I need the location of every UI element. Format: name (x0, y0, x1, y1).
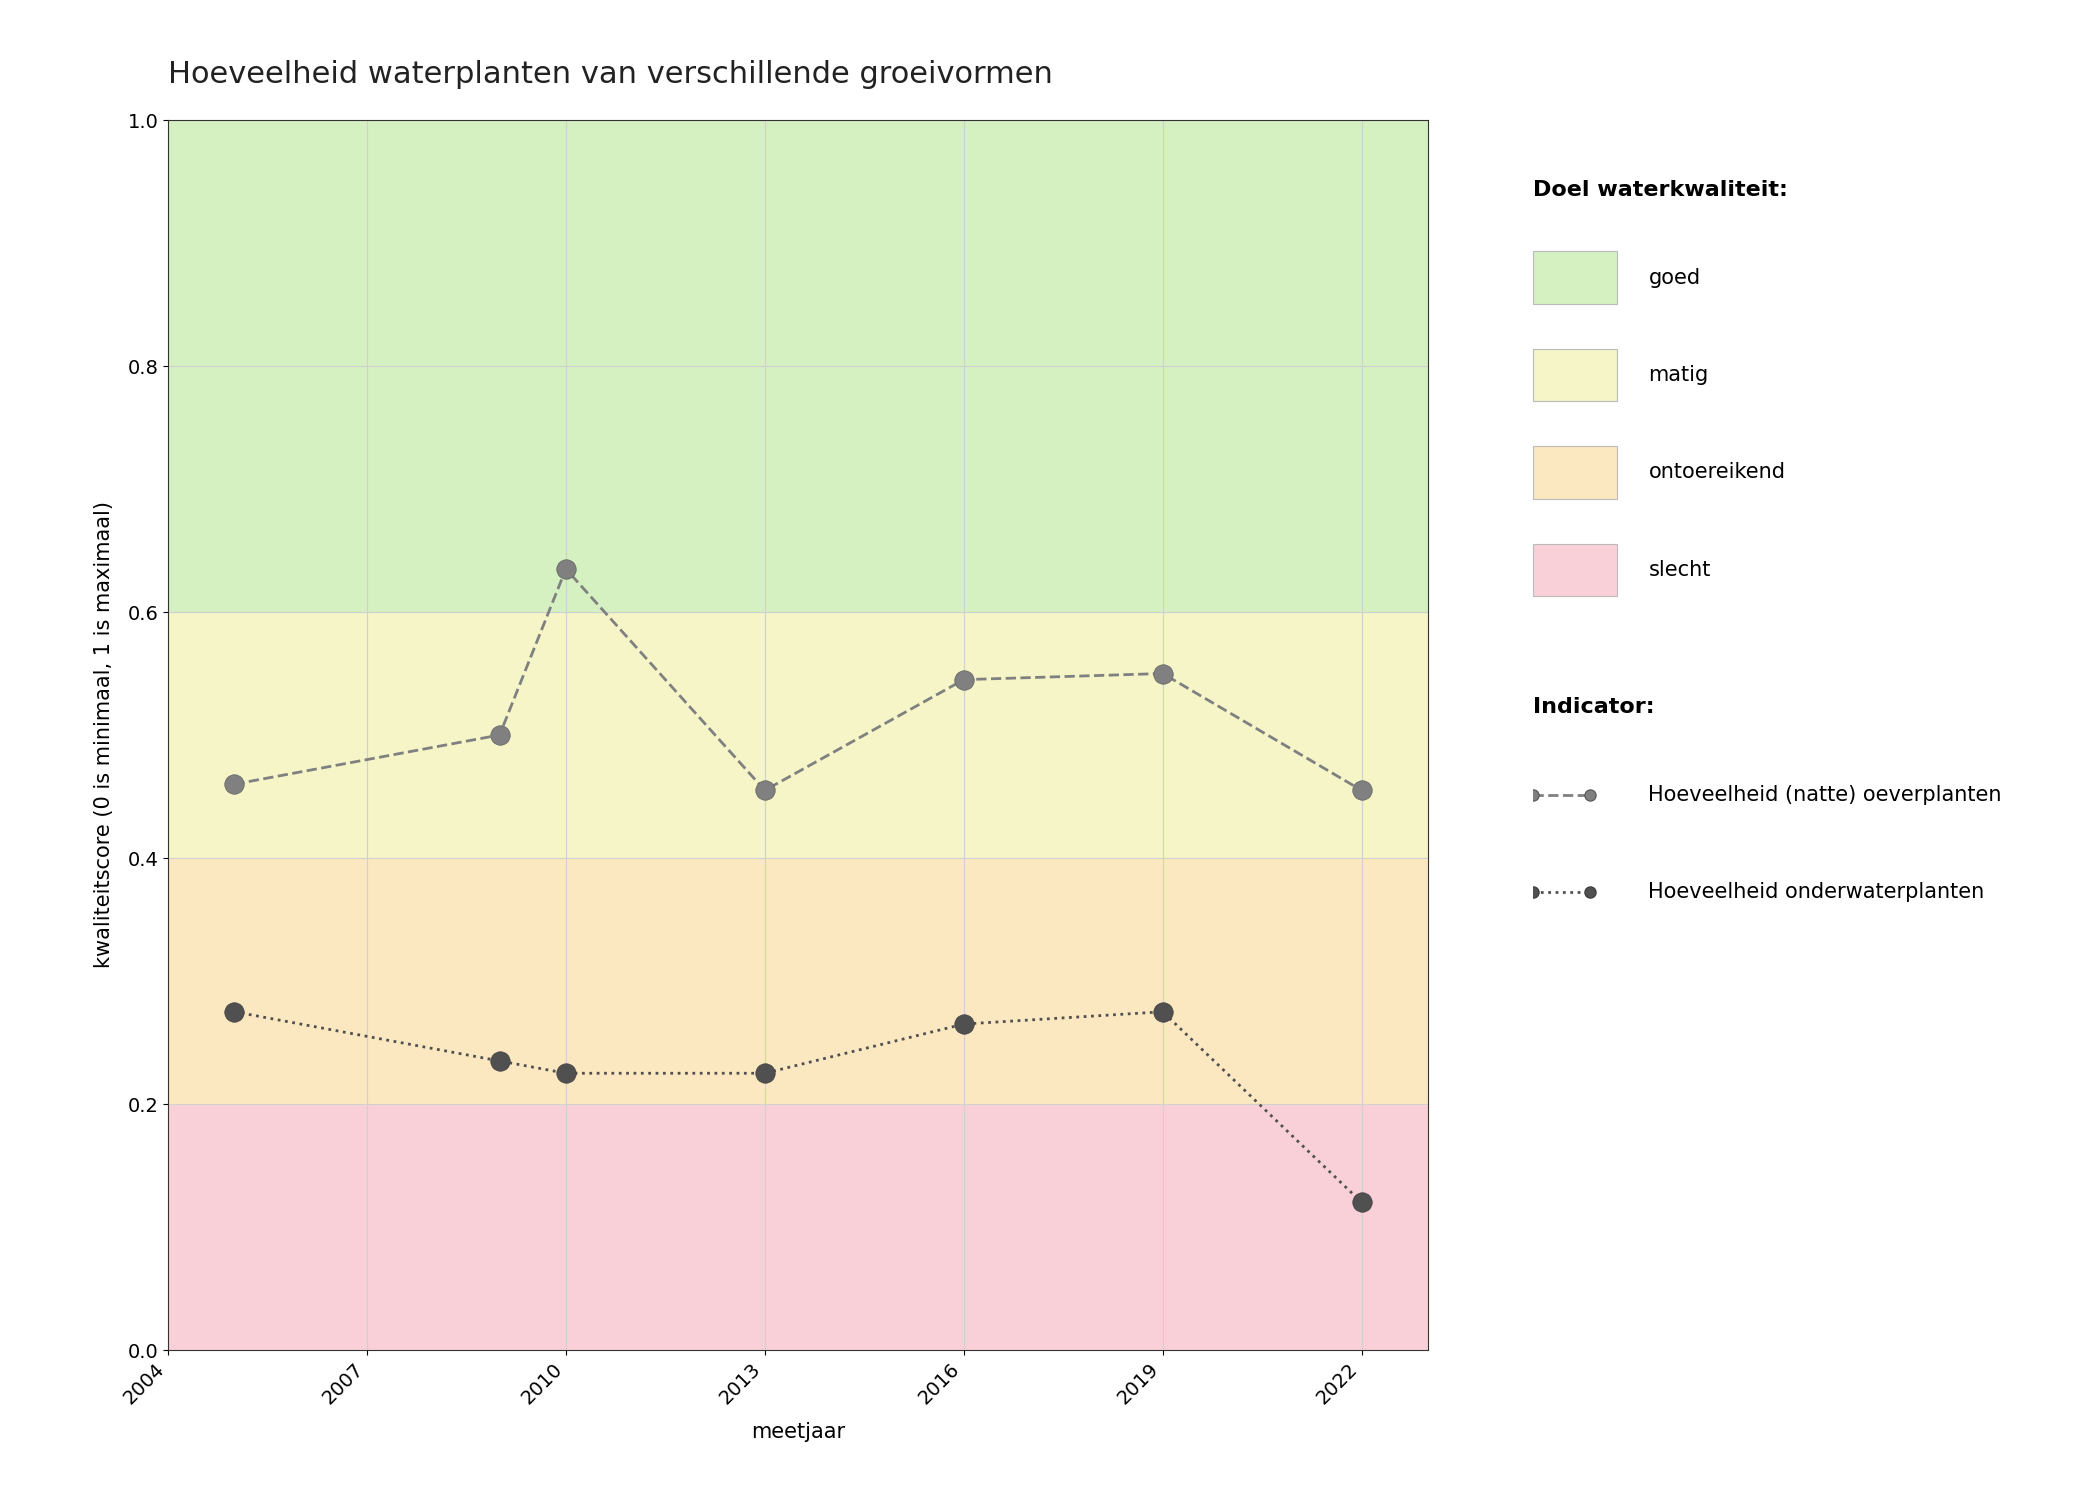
Text: slecht: slecht (1648, 560, 1711, 580)
Y-axis label: kwaliteitscore (0 is minimaal, 1 is maximaal): kwaliteitscore (0 is minimaal, 1 is maxi… (94, 501, 113, 969)
Text: Hoeveelheid waterplanten van verschillende groeivormen: Hoeveelheid waterplanten van verschillen… (168, 60, 1052, 88)
Text: Doel waterkwaliteit:: Doel waterkwaliteit: (1533, 180, 1787, 200)
Bar (168, 1104, 1428, 1350)
Bar (168, 612, 1428, 858)
Text: Hoeveelheid onderwaterplanten: Hoeveelheid onderwaterplanten (1648, 882, 1984, 903)
Text: goed: goed (1648, 267, 1701, 288)
Bar (168, 858, 1428, 1104)
Text: Indicator:: Indicator: (1533, 698, 1655, 717)
X-axis label: meetjaar: meetjaar (752, 1422, 844, 1442)
Text: matig: matig (1648, 364, 1709, 386)
Text: ontoereikend: ontoereikend (1648, 462, 1785, 483)
Text: Hoeveelheid (natte) oeverplanten: Hoeveelheid (natte) oeverplanten (1648, 784, 2001, 806)
Bar (168, 120, 1428, 612)
